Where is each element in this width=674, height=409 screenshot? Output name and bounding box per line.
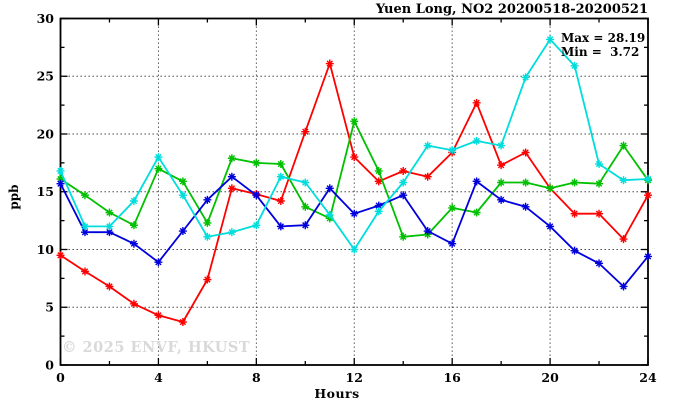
y-tick-label: 30 (37, 11, 55, 26)
x-tick-label: 24 (639, 370, 657, 385)
legend-min-value: Min = 3.72 (561, 45, 640, 59)
watermark: © 2025 ENVF, HKUST (62, 339, 251, 356)
x-axis-label: Hours (314, 386, 360, 401)
chart-title: Yuen Long, NO2 20200518-20200521 (375, 2, 648, 17)
series-blue-markers (56, 172, 652, 291)
y-tick-label: 15 (37, 184, 54, 199)
legend-max-value: Max = 28.19 (561, 31, 646, 45)
x-tick-label: 20 (541, 370, 559, 385)
x-tick-label: 16 (443, 370, 461, 385)
x-tick-label: 8 (252, 370, 261, 385)
y-axis-label: ppb (7, 184, 21, 210)
x-tick-label: 0 (56, 370, 65, 385)
x-tick-label: 12 (346, 370, 363, 385)
x-tick-label: 4 (154, 370, 163, 385)
y-tick-label: 10 (37, 242, 55, 257)
y-tick-label: 5 (45, 300, 54, 315)
series-cyan-markers (56, 35, 652, 254)
y-tick-label: 25 (37, 69, 54, 84)
y-tick-label: 0 (45, 357, 54, 372)
y-tick-label: 20 (37, 126, 55, 141)
